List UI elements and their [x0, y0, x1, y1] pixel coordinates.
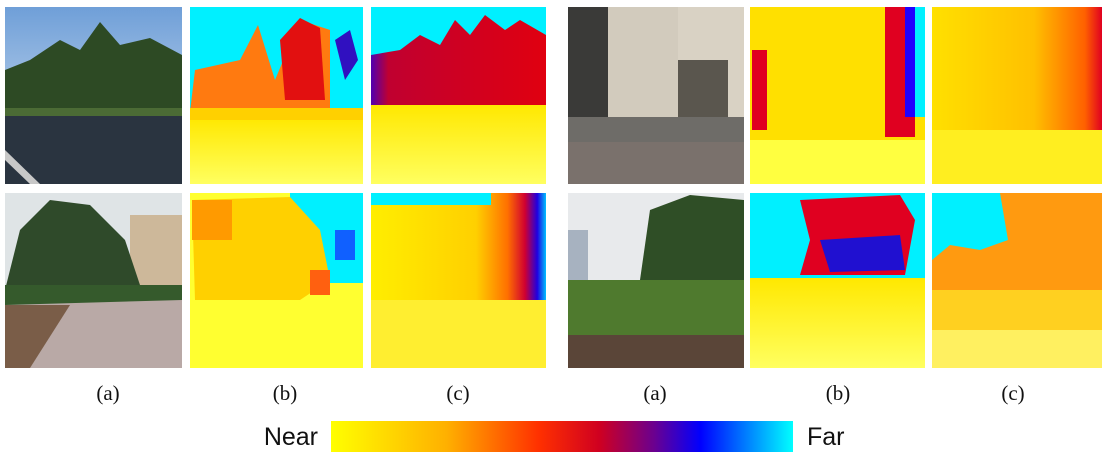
depth-map-2c	[932, 7, 1102, 184]
caption: (a)	[96, 381, 119, 405]
depth-map-1b	[190, 7, 363, 184]
caption: (b)	[826, 381, 851, 405]
photo-4	[568, 193, 744, 368]
depth-map-4b	[750, 193, 925, 368]
caption: (a)	[643, 381, 666, 405]
colorbar-near-label: Near	[264, 423, 318, 451]
photo-2	[568, 7, 744, 184]
depth-map-1c	[371, 7, 546, 184]
photo-1	[5, 7, 182, 184]
colorbar-far-label: Far	[807, 423, 845, 451]
depth-map-3c	[371, 193, 546, 368]
depth-map-3b	[190, 193, 363, 368]
caption: (c)	[446, 381, 469, 405]
caption: (b)	[273, 381, 298, 405]
colorbar	[331, 421, 793, 452]
photo-3	[5, 193, 182, 368]
figure: (a) (b) (c) (a) (b) (c) Near Far	[0, 0, 1105, 452]
depth-map-4c	[932, 193, 1102, 368]
caption: (c)	[1001, 381, 1024, 405]
depth-map-2b	[750, 7, 925, 184]
